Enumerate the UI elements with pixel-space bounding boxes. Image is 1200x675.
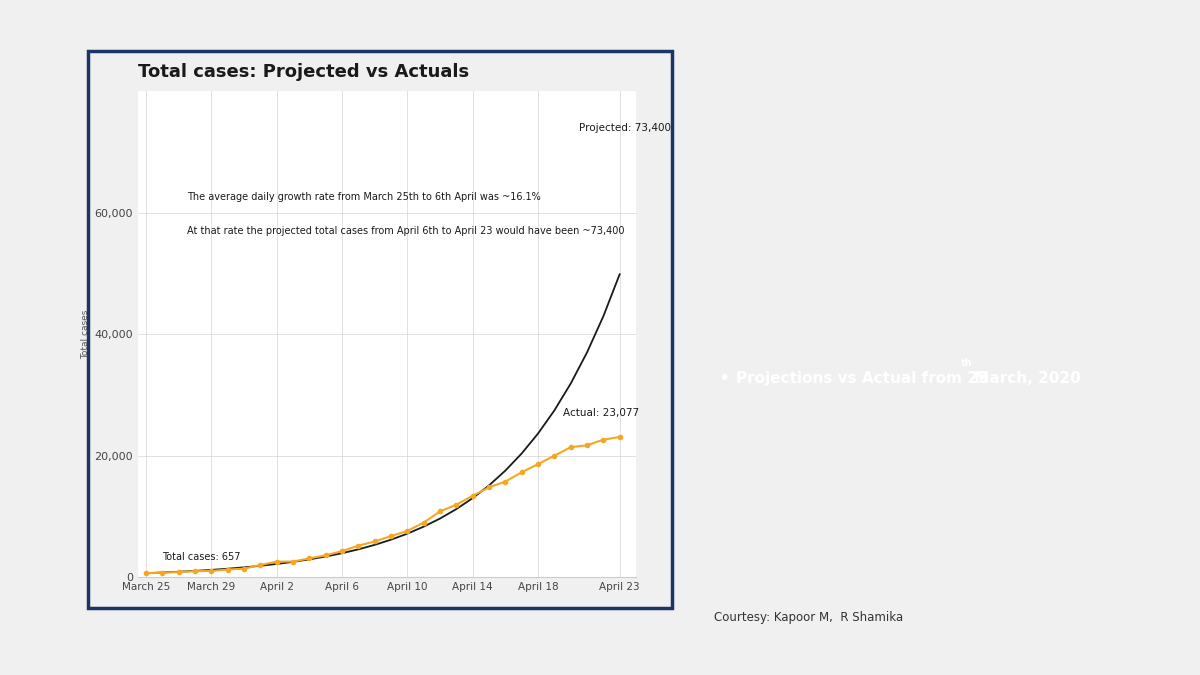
Text: Total cases: 657: Total cases: 657 (162, 552, 241, 562)
Text: th: th (960, 358, 972, 368)
Text: March, 2020: March, 2020 (970, 371, 1081, 386)
Text: At that rate the projected total cases from April 6th to April 23 would have bee: At that rate the projected total cases f… (187, 226, 624, 236)
Text: The average daily growth rate from March 25th to 6th April was ~16.1%: The average daily growth rate from March… (187, 192, 541, 202)
Text: Projections vs Actual from 25: Projections vs Actual from 25 (736, 371, 989, 386)
Text: Total cases: Projected vs Actuals: Total cases: Projected vs Actuals (138, 63, 469, 81)
Text: Courtesy: Kapoor M,  R Shamika: Courtesy: Kapoor M, R Shamika (714, 612, 904, 624)
Text: Projected: 73,400: Projected: 73,400 (578, 123, 671, 132)
Text: Actual: 23,077: Actual: 23,077 (563, 408, 638, 418)
Text: •: • (718, 369, 730, 388)
Y-axis label: Total cases: Total cases (82, 309, 90, 359)
